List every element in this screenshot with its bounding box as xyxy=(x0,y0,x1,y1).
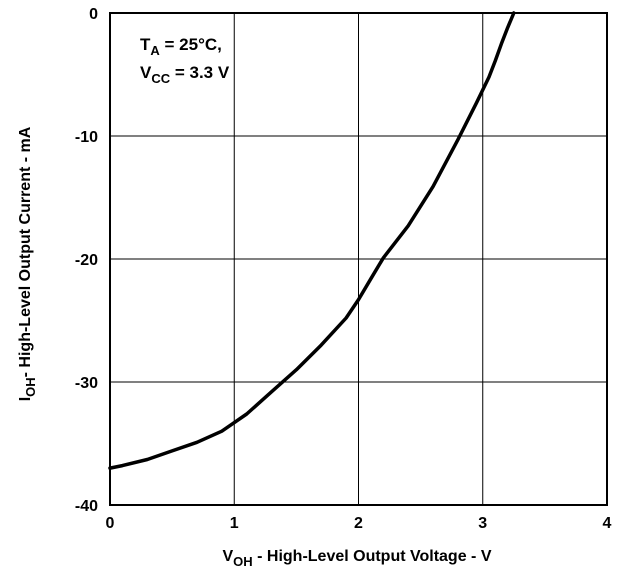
series-layer xyxy=(108,11,516,470)
y-tick-label: -30 xyxy=(75,375,98,392)
x-tick-label: 2 xyxy=(354,515,363,532)
annotation-t-symbol: T xyxy=(140,35,151,54)
y-axis-title: IOH- High-Level Output Current - mA xyxy=(17,126,38,401)
x-tick-labels: 0 1 2 3 4 xyxy=(106,515,612,532)
y-tick-labels: 0 -10 -20 -30 -40 xyxy=(75,6,98,515)
annotation-t-subscript: A xyxy=(150,43,160,58)
x-tick-label: 1 xyxy=(230,515,239,532)
annotation-v-subscript: CC xyxy=(151,71,170,86)
y-tick-label: -10 xyxy=(75,129,98,146)
annotation-v-value: = 3.3 V xyxy=(170,63,230,82)
annotation: TA = 25°C, VCC = 3.3 V xyxy=(140,35,230,86)
grid-lines xyxy=(110,13,607,505)
x-axis-title: VOH - High-Level Output Voltage - V xyxy=(223,548,492,569)
annotation-t-value: = 25°C, xyxy=(160,35,222,54)
x-tick-label: 0 xyxy=(106,515,115,532)
y-axis-title-subscript: OH xyxy=(23,377,38,397)
plot-frame xyxy=(109,12,608,506)
y-tick-label: 0 xyxy=(89,6,98,23)
y-tick-label: -40 xyxy=(75,498,98,515)
annotation-line-1: TA = 25°C, xyxy=(140,35,222,58)
x-axis-title-subscript: OH xyxy=(233,554,253,569)
series-line xyxy=(108,11,516,470)
y-tick-label: -20 xyxy=(75,252,98,269)
annotation-v-symbol: V xyxy=(140,63,152,82)
x-tick-label: 3 xyxy=(478,515,487,532)
x-tick-label: 4 xyxy=(603,515,612,532)
annotation-line-2: VCC = 3.3 V xyxy=(140,63,230,86)
y-axis-title-symbol: I xyxy=(17,397,34,401)
y-axis-title-text: - High-Level Output Current - mA xyxy=(17,126,34,377)
x-axis-title-text: - High-Level Output Voltage - V xyxy=(253,548,492,565)
x-axis-title-symbol: V xyxy=(223,548,234,565)
